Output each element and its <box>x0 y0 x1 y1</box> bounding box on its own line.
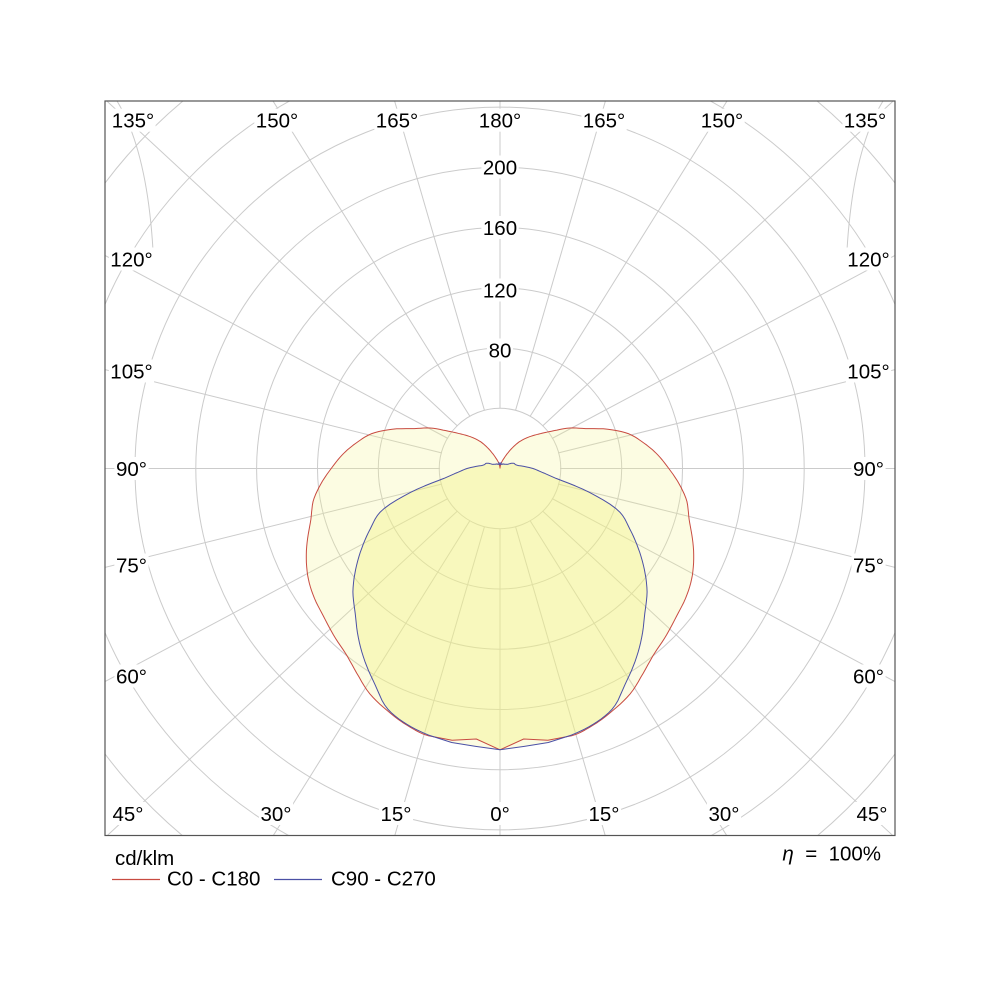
svg-text:120°: 120° <box>847 248 889 271</box>
svg-text:75°: 75° <box>853 554 884 577</box>
svg-text:105°: 105° <box>110 360 152 383</box>
svg-text:90°: 90° <box>116 458 147 481</box>
svg-text:C0 - C180: C0 - C180 <box>167 868 260 891</box>
svg-text:0°: 0° <box>490 803 510 826</box>
svg-text:cd/klm: cd/klm <box>115 847 174 870</box>
svg-text:150°: 150° <box>256 110 298 133</box>
svg-text:30°: 30° <box>260 803 291 826</box>
svg-text:15°: 15° <box>380 803 411 826</box>
svg-text:60°: 60° <box>116 665 147 688</box>
svg-text:η = 100%: η = 100% <box>782 843 881 866</box>
svg-text:135°: 135° <box>844 110 886 133</box>
svg-text:165°: 165° <box>583 110 625 133</box>
svg-text:160: 160 <box>483 217 517 240</box>
svg-text:15°: 15° <box>588 803 619 826</box>
svg-text:120: 120 <box>483 279 517 302</box>
svg-text:150°: 150° <box>701 110 743 133</box>
svg-text:105°: 105° <box>847 360 889 383</box>
svg-text:200: 200 <box>483 156 517 179</box>
svg-text:75°: 75° <box>116 554 147 577</box>
svg-text:135°: 135° <box>112 110 154 133</box>
svg-text:80: 80 <box>489 339 512 362</box>
svg-text:120°: 120° <box>110 248 152 271</box>
svg-text:45°: 45° <box>112 803 143 826</box>
svg-text:C90 - C270: C90 - C270 <box>331 868 436 891</box>
svg-text:90°: 90° <box>853 458 884 481</box>
svg-text:60°: 60° <box>853 665 884 688</box>
svg-text:180°: 180° <box>479 110 521 133</box>
svg-text:30°: 30° <box>708 803 739 826</box>
svg-text:165°: 165° <box>376 110 418 133</box>
svg-text:45°: 45° <box>856 803 887 826</box>
